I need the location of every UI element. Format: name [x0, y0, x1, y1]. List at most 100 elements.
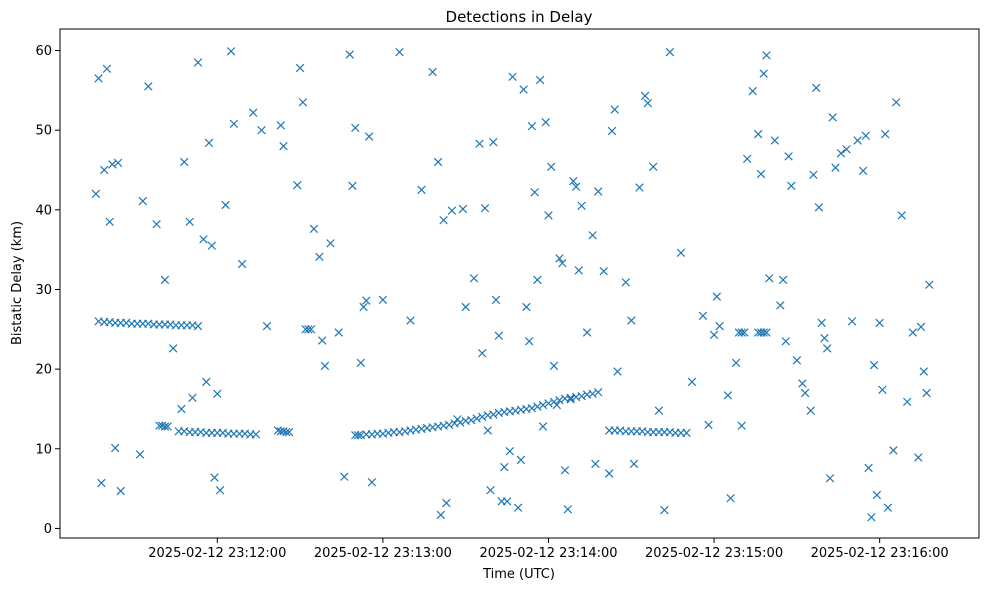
data-point — [778, 275, 788, 285]
data-point — [359, 302, 368, 312]
data-point — [351, 123, 360, 133]
data-point — [433, 157, 443, 167]
data-point — [762, 328, 771, 337]
data-point — [770, 136, 780, 145]
data-point — [541, 117, 550, 127]
data-point — [676, 248, 686, 258]
data-point — [712, 292, 722, 301]
data-point — [229, 119, 239, 129]
data-point — [406, 316, 415, 325]
data-point — [447, 206, 457, 215]
y-axis: 0 10 20 30 40 50 60 — [35, 44, 60, 537]
data-point — [842, 145, 851, 154]
data-point — [444, 420, 454, 430]
data-point — [486, 485, 495, 495]
data-point — [610, 105, 619, 114]
data-point — [869, 360, 879, 370]
data-point — [530, 188, 539, 197]
x-tick-label: 2025-02-12 23:16:00 — [811, 546, 949, 561]
data-point — [593, 387, 603, 397]
data-point — [781, 337, 791, 346]
data-point — [177, 404, 186, 414]
data-point — [577, 201, 586, 211]
data-point — [439, 215, 448, 225]
data-point — [340, 472, 349, 481]
data-point — [549, 361, 559, 371]
data-point — [883, 503, 893, 512]
data-point — [188, 393, 197, 403]
data-point — [168, 344, 178, 353]
data-point — [822, 344, 832, 353]
data-point — [306, 325, 316, 334]
data-point — [309, 224, 319, 234]
data-point — [210, 473, 219, 482]
data-point — [472, 414, 481, 423]
data-point — [762, 51, 771, 60]
data-point — [635, 183, 644, 192]
data-point — [138, 196, 148, 206]
data-point — [293, 180, 302, 190]
data-point — [577, 391, 586, 401]
data-point — [914, 453, 923, 462]
data-point — [916, 322, 926, 332]
data-point — [102, 64, 112, 74]
data-point — [502, 497, 512, 506]
data-point — [748, 86, 757, 96]
data-point — [759, 328, 768, 337]
data-point — [858, 166, 868, 176]
data-point — [538, 422, 548, 431]
data-point — [889, 446, 898, 455]
data-point — [902, 397, 912, 407]
data-point — [654, 406, 664, 415]
data-point — [627, 316, 636, 325]
data-point — [505, 446, 515, 456]
x-tick-label: 2025-02-12 23:12:00 — [148, 546, 286, 561]
data-point — [215, 485, 225, 495]
data-point — [731, 358, 741, 368]
data-point — [91, 189, 101, 199]
data-point — [660, 505, 669, 515]
data-point — [825, 474, 835, 483]
data-point — [334, 328, 343, 337]
y-tick-label: 30 — [35, 283, 52, 298]
data-point — [538, 400, 548, 410]
y-tick-label: 10 — [35, 442, 52, 457]
data-point — [284, 427, 294, 437]
data-point — [574, 266, 584, 275]
data-point — [489, 410, 498, 419]
x-tick-label: 2025-02-12 23:14:00 — [479, 546, 617, 561]
data-point — [806, 406, 815, 415]
data-point — [861, 131, 871, 140]
data-point — [152, 219, 161, 229]
data-point — [765, 274, 774, 283]
data-point — [621, 278, 631, 287]
data-point — [356, 358, 366, 368]
data-point — [248, 108, 258, 117]
data-point — [207, 241, 217, 250]
data-point — [345, 50, 355, 59]
data-point — [282, 427, 291, 437]
data-point — [533, 402, 542, 411]
x-tick-label: 2025-02-12 23:15:00 — [645, 546, 783, 561]
data-point — [872, 490, 882, 500]
data-point — [353, 430, 363, 440]
data-point — [477, 412, 487, 422]
data-point — [569, 176, 578, 186]
data-point — [469, 274, 479, 283]
data-point — [546, 162, 556, 172]
data-point — [800, 388, 810, 398]
data-point — [726, 493, 735, 503]
data-point — [853, 136, 862, 145]
data-point — [108, 160, 117, 169]
data-point — [367, 477, 377, 487]
data-point — [665, 47, 675, 57]
data-point — [875, 318, 884, 328]
data-point — [571, 182, 581, 191]
data-point — [494, 331, 504, 340]
data-point — [97, 478, 106, 488]
data-point — [817, 318, 826, 328]
data-point — [221, 200, 230, 210]
data-point — [709, 330, 719, 340]
data-point — [436, 510, 446, 520]
